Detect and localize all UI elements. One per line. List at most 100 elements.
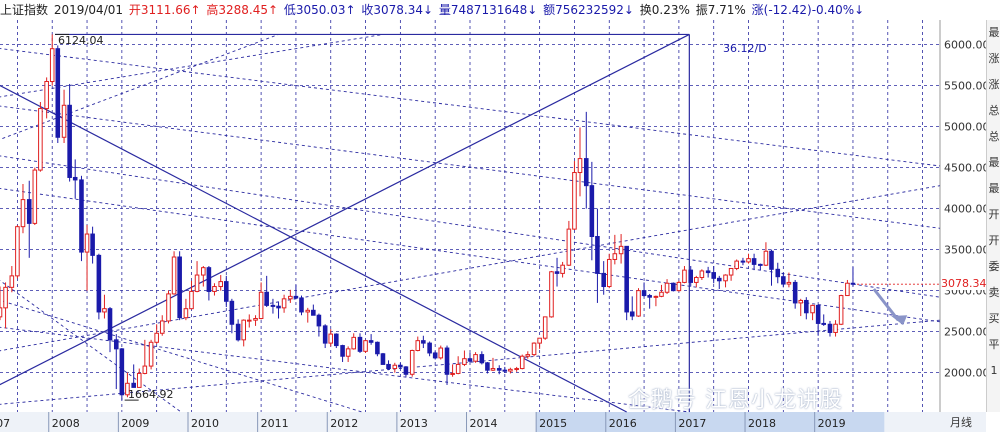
candle-body	[641, 290, 647, 297]
x-tick-label: 2018	[748, 417, 776, 430]
candle-body	[589, 185, 595, 238]
quote-info-bar: 上证指数 2019/04/01 开3111.66↑ 高3288.45↑ 低305…	[0, 0, 1000, 20]
candle-body	[3, 286, 8, 309]
candle-body	[612, 253, 618, 260]
year-highlight	[814, 412, 885, 432]
candle-body	[775, 268, 781, 278]
x-tick-label: 2010	[191, 417, 219, 430]
candle-body	[716, 277, 722, 282]
candle-body	[96, 254, 102, 313]
candle-body	[288, 295, 293, 300]
candle-body	[746, 258, 751, 263]
side-panel-item[interactable]: 总	[988, 104, 1000, 117]
quote-date: 2019/04/01	[53, 3, 124, 17]
candle-body	[26, 199, 32, 224]
candle-body	[15, 226, 20, 277]
side-panel-item[interactable]: 买	[988, 312, 1000, 325]
side-panel-item[interactable]: 开	[988, 234, 1000, 247]
gann-lines	[0, 33, 941, 413]
candle-body	[444, 347, 450, 375]
candle-body	[415, 340, 421, 351]
candle-body	[380, 353, 386, 365]
candle-body	[235, 323, 241, 341]
candle-body	[119, 348, 125, 396]
candle-body	[664, 282, 670, 293]
fan-line	[0, 185, 941, 352]
candle-body	[432, 352, 438, 359]
x-tick-label: 2014	[470, 417, 498, 430]
candle-body	[189, 290, 194, 310]
turnover-value: 换0.23%	[639, 3, 690, 17]
candle-body	[32, 169, 38, 224]
candle-body	[281, 298, 287, 309]
candle-body	[102, 308, 107, 313]
side-panel-item[interactable]: 卖	[988, 286, 1000, 299]
candle-body	[84, 233, 90, 253]
candle-body	[409, 349, 415, 375]
candle-body	[688, 269, 694, 283]
candle-body	[450, 372, 455, 375]
candle-body	[467, 358, 473, 362]
candle-body	[159, 320, 165, 334]
side-panel-item[interactable]: 最	[988, 26, 1000, 39]
candle-body	[751, 258, 757, 265]
side-panel-item[interactable]: 涨	[988, 78, 1000, 91]
high-annotation: 6124.04	[58, 34, 104, 47]
year-highlight	[536, 412, 606, 432]
candle-body	[740, 260, 746, 263]
side-panel-item[interactable]: 最	[988, 156, 1000, 169]
candle-body	[514, 368, 519, 371]
candle-body	[769, 250, 774, 270]
side-panel-item[interactable]: 委	[988, 260, 1000, 273]
candle-body	[107, 308, 113, 341]
candle-body	[136, 372, 142, 388]
y-tick-label: 6000.00	[944, 39, 990, 52]
candle-body	[72, 176, 78, 181]
candle-body	[375, 341, 380, 355]
side-panel-item[interactable]: 最	[988, 182, 1000, 195]
candle-body	[705, 270, 711, 274]
candle-body	[293, 295, 299, 299]
candle-body	[496, 368, 502, 371]
candle-body	[792, 281, 798, 304]
fan-line	[0, 299, 363, 413]
period-label: 月线	[950, 415, 972, 429]
x-tick-label: 2009	[121, 417, 149, 430]
x-tick-label: 2013	[400, 417, 428, 430]
candle-body	[537, 337, 542, 344]
low-annotation: 1664.92	[128, 388, 174, 401]
close-value: 收3078.34↓	[361, 3, 434, 17]
side-panel-item[interactable]: 总	[988, 130, 1000, 143]
candle-body	[479, 354, 485, 364]
x-tick-label: 2017	[678, 417, 706, 430]
candle-body	[61, 104, 67, 138]
candle-body	[595, 236, 600, 274]
candle-body	[264, 291, 269, 306]
candle-body	[368, 340, 374, 343]
candle-body	[345, 348, 351, 357]
side-panel-item[interactable]: 开	[988, 208, 1000, 221]
candle-body	[566, 228, 572, 266]
candle-body	[485, 362, 490, 371]
candle-body	[473, 354, 478, 362]
candle-body	[671, 282, 676, 292]
candle-body	[316, 314, 322, 327]
candle-body	[403, 366, 409, 375]
candle-body	[299, 297, 304, 313]
candle-body	[0, 307, 3, 318]
candle-body	[386, 363, 391, 370]
side-panel-item[interactable]: 1	[990, 364, 998, 377]
side-panel-item[interactable]: 平	[988, 338, 1000, 351]
candle-body	[786, 281, 792, 285]
candle-body	[560, 264, 565, 274]
candle-body	[270, 304, 276, 307]
year-highlight	[745, 412, 815, 432]
candle-body	[131, 382, 136, 388]
candle-body	[508, 368, 513, 372]
amount-value: 额756232592↓	[543, 3, 634, 17]
candle-body	[636, 290, 641, 317]
candle-body	[334, 333, 339, 347]
side-panel-item[interactable]: 涨	[988, 52, 1000, 65]
